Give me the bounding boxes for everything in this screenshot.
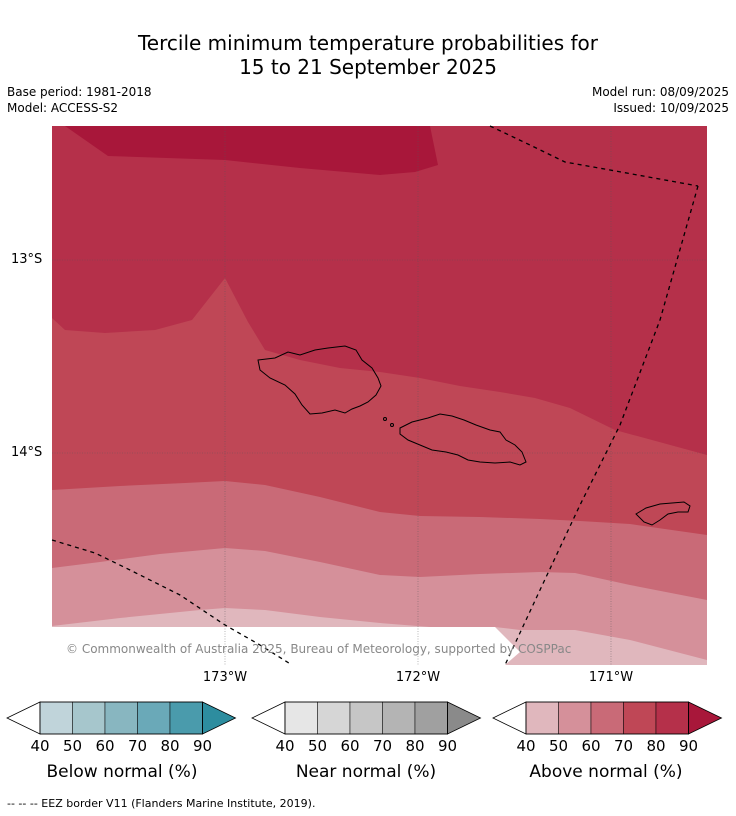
- below-colorbar-outline: [39, 701, 203, 735]
- above-colorbar-segment: [590, 701, 624, 735]
- eez-border: [51, 125, 699, 666]
- near-colorbar-tick-label: 70: [372, 737, 393, 755]
- above-colorbar-tick-label: 50: [548, 737, 569, 755]
- above-colorbar-tick-label: 60: [581, 737, 601, 755]
- above-normal-label: Above normal (%): [529, 762, 683, 782]
- near-colorbar-outline: [284, 701, 448, 735]
- above-colorbar-segment: [558, 701, 592, 735]
- island-coastlines: [257, 345, 691, 526]
- near-colorbar-segment: [414, 701, 448, 735]
- below-colorbar-segment: [137, 701, 171, 735]
- savaii-island-outline: [257, 345, 382, 415]
- near-colorbar-segment: [284, 701, 318, 735]
- below-colorbar-tick-label: 80: [160, 737, 180, 755]
- near-normal-label: Near normal (%): [295, 762, 437, 782]
- near-colorbar-tick-label: 60: [340, 737, 360, 755]
- probability-shading: [52, 126, 707, 665]
- above-colorbar-segment: [525, 701, 559, 735]
- lat-label-13s: 13°S: [11, 252, 43, 267]
- lon-label-171w: 171°W: [588, 670, 634, 685]
- below-colorbar-segment: [169, 701, 203, 735]
- copyright-text: © Commonwealth of Australia 2025, Bureau…: [66, 642, 571, 656]
- eez-border-east: [504, 185, 699, 666]
- issued-text: Issued: 10/09/2025: [613, 101, 729, 115]
- base-period-text: Base period: 1981-2018: [7, 85, 152, 99]
- near-colorbar-tick-label: 80: [405, 737, 425, 755]
- below-colorbar-high-extend: [202, 701, 237, 735]
- colorbars: [6, 701, 723, 735]
- below-colorbar-tick-label: 40: [30, 737, 50, 755]
- tutuila-island-outline: [635, 501, 691, 526]
- near-colorbar-segment: [382, 701, 416, 735]
- above-colorbar-tick-label: 70: [613, 737, 634, 755]
- model-run-text: Model run: 08/09/2025: [591, 85, 729, 99]
- eez-border-north: [489, 125, 699, 187]
- lon-label-173w: 173°W: [202, 670, 248, 685]
- below-colorbar-segment: [39, 701, 73, 735]
- below-colorbar-tick-label: 50: [62, 737, 83, 755]
- below-normal-label: Below normal (%): [46, 762, 198, 782]
- below-colorbar-segment: [72, 701, 106, 735]
- copyright-blank-area: [52, 627, 520, 665]
- map-title-line-1: Tercile minimum temperature probabilitie…: [137, 31, 599, 55]
- near-colorbar-high-extend: [447, 701, 482, 735]
- graticule: [52, 126, 707, 665]
- above-colorbar-segment: [655, 701, 689, 735]
- below-colorbar-tick-label: 70: [127, 737, 148, 755]
- eez-footnote: -- -- -- EEZ border V11 (Flanders Marine…: [7, 797, 316, 810]
- upolu-island-outline: [399, 413, 527, 466]
- above-colorbar-tick-label: 40: [516, 737, 536, 755]
- near-colorbar-tick-label: 40: [275, 737, 295, 755]
- near-colorbar-tick-label: 90: [437, 737, 458, 755]
- above-colorbar-segment: [623, 701, 657, 735]
- lon-label-172w: 172°W: [395, 670, 441, 685]
- manono-island-outline: [383, 417, 387, 421]
- above-colorbar-high-extend: [688, 701, 723, 735]
- model-text: Model: ACCESS-S2: [7, 101, 119, 115]
- map-title-line-2: 15 to 21 September 2025: [239, 55, 497, 79]
- below-colorbar-segment: [104, 701, 138, 735]
- above-colorbar-outline: [525, 701, 689, 735]
- lat-label-14s: 14°S: [11, 445, 43, 460]
- below-colorbar-tick-label: 60: [95, 737, 115, 755]
- near-colorbar-segment: [349, 701, 383, 735]
- band-above-90: [52, 126, 438, 175]
- near-colorbar-segment: [317, 701, 351, 735]
- near-colorbar-tick-label: 50: [307, 737, 328, 755]
- apolima-island-outline: [390, 423, 394, 427]
- below-colorbar-low-extend: [6, 701, 41, 735]
- above-colorbar-tick-label: 80: [646, 737, 666, 755]
- eez-border-south: [51, 539, 293, 666]
- below-colorbar-tick-label: 90: [192, 737, 213, 755]
- near-colorbar-low-extend: [251, 701, 286, 735]
- above-colorbar-low-extend: [492, 701, 527, 735]
- above-colorbar-tick-label: 90: [678, 737, 699, 755]
